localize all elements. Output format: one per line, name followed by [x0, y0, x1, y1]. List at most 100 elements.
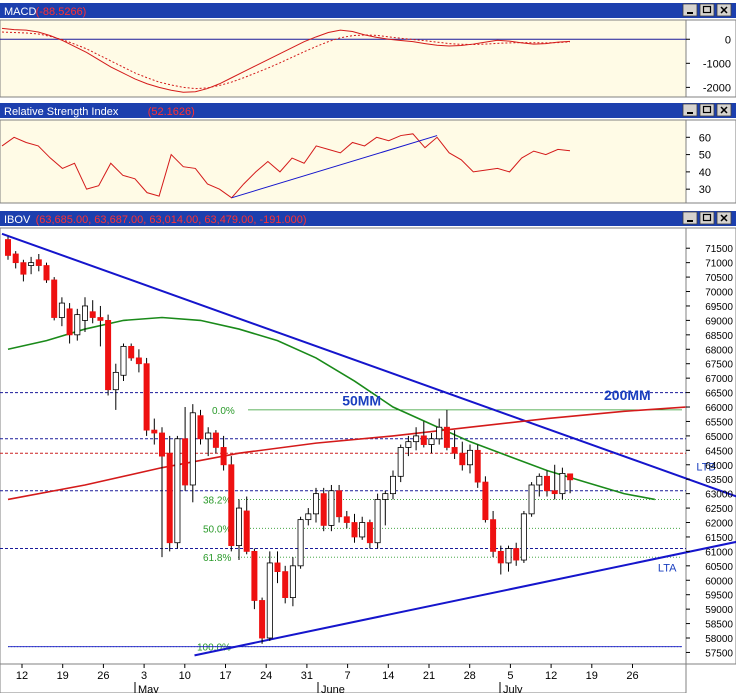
- candle-body: [43, 265, 50, 281]
- x-tick-label: 7: [345, 670, 351, 682]
- candle-body: [389, 475, 396, 495]
- price-tick-label: 69500: [705, 302, 733, 313]
- price-panel: 0.0% 38.2% 50.0% 61.8% 100.0% 50MM 200MM LTB LTA…: [0, 232, 736, 659]
- candle: [135, 349, 142, 373]
- candle-body: [289, 565, 296, 598]
- candle-body: [420, 435, 427, 445]
- panel-value: (63,685.00, 63,687.00, 63,014.00, 63,479…: [36, 214, 307, 226]
- candle-body: [513, 548, 520, 561]
- price-tick-label: 60500: [705, 562, 733, 573]
- title-bar-background: [0, 211, 736, 226]
- candle: [235, 499, 242, 561]
- price-tick-label: 58500: [705, 620, 733, 631]
- candle-body: [436, 426, 443, 440]
- maximize-icon[interactable]: [699, 3, 715, 17]
- candle-body: [336, 490, 343, 518]
- price-tick-label: 61500: [705, 533, 733, 544]
- price-tick-label: 63500: [705, 475, 733, 486]
- candle-body: [74, 314, 81, 336]
- candle: [282, 565, 289, 604]
- price-tick-label: 66500: [705, 389, 733, 400]
- trendline-ltb: [1, 232, 736, 498]
- candle: [212, 430, 219, 454]
- rsi-tick-label: 60: [699, 132, 711, 144]
- x-axis: 12 19 26 3 10 17 24 31 7 14 21 28 5 12 19 26 May June July: [0, 663, 687, 693]
- candle-body: [158, 432, 165, 457]
- candle: [143, 357, 150, 436]
- candle-body: [551, 490, 558, 495]
- rsi-tick-label: 40: [699, 167, 711, 179]
- candle: [120, 343, 127, 382]
- close-icon[interactable]: [716, 3, 732, 17]
- candle: [520, 510, 527, 563]
- maximize-icon[interactable]: [699, 103, 715, 117]
- candle-body: [251, 550, 258, 601]
- candle-body: [20, 262, 27, 275]
- y-axis-price: [685, 227, 736, 665]
- close-icon[interactable]: [716, 103, 732, 117]
- candle-body: [528, 484, 535, 515]
- candle-body: [320, 493, 327, 526]
- candle: [551, 464, 558, 500]
- plot-area-macd: [0, 19, 687, 98]
- candle-body: [405, 441, 412, 448]
- candle-body: [359, 522, 366, 538]
- annotation-label: LTA: [658, 563, 677, 575]
- candle-body: [35, 259, 42, 266]
- candle: [274, 551, 281, 584]
- maximize-icon[interactable]: [699, 211, 715, 225]
- annotation-label: LTB: [696, 462, 715, 474]
- price-tick-label: 59500: [705, 591, 733, 602]
- candle-body: [474, 449, 481, 483]
- panel-title-bar-rsi: Relative Strength Index (52.1626): [0, 103, 736, 118]
- panel-title: IBOV: [4, 214, 31, 226]
- candle-body: [66, 308, 73, 336]
- candle-body: [505, 548, 512, 564]
- candle: [459, 441, 466, 471]
- candle-body: [459, 452, 466, 466]
- x-tick-label: 12: [545, 670, 557, 682]
- candle-body: [482, 481, 489, 521]
- minimize-icon[interactable]: [682, 211, 698, 225]
- minimize-icon[interactable]: [682, 3, 698, 17]
- annotation-label: 200MM: [604, 387, 651, 403]
- candle-body: [189, 412, 196, 486]
- candle: [158, 427, 165, 558]
- candles: [5, 236, 574, 644]
- y-axis-rsi: [685, 119, 736, 204]
- candle: [382, 490, 389, 526]
- candle-body: [397, 447, 404, 477]
- candle: [105, 314, 112, 396]
- candle-body: [5, 239, 11, 256]
- candle-body: [567, 473, 574, 481]
- candle-body: [266, 562, 273, 639]
- rsi-tick-label: 30: [699, 184, 711, 196]
- month-label: July: [503, 684, 523, 693]
- panel-title: MACD: [4, 6, 36, 18]
- x-tick-label: 12: [16, 670, 28, 682]
- close-icon[interactable]: [716, 211, 732, 225]
- minimize-icon[interactable]: [682, 103, 698, 117]
- candle: [336, 484, 343, 523]
- candle: [205, 427, 212, 457]
- candle: [128, 343, 135, 361]
- candle-body: [520, 513, 527, 561]
- candle-body: [443, 426, 450, 448]
- ma50-line: [7, 316, 655, 501]
- candle: [567, 473, 574, 494]
- candle-body: [243, 510, 250, 552]
- candle: [436, 418, 443, 445]
- x-tick-label: 28: [464, 670, 476, 682]
- candle: [66, 303, 73, 344]
- candle: [312, 487, 319, 523]
- price-tick-label: 68000: [705, 345, 733, 356]
- price-tick-label: 64500: [705, 446, 733, 457]
- x-tick-label: 3: [141, 670, 147, 682]
- plot-area-price: [0, 227, 687, 665]
- candle-body: [174, 438, 181, 544]
- price-tick-label: 67000: [705, 374, 733, 385]
- candle: [305, 508, 312, 526]
- macd-signal-line: [1, 31, 571, 90]
- candle-body: [305, 513, 312, 521]
